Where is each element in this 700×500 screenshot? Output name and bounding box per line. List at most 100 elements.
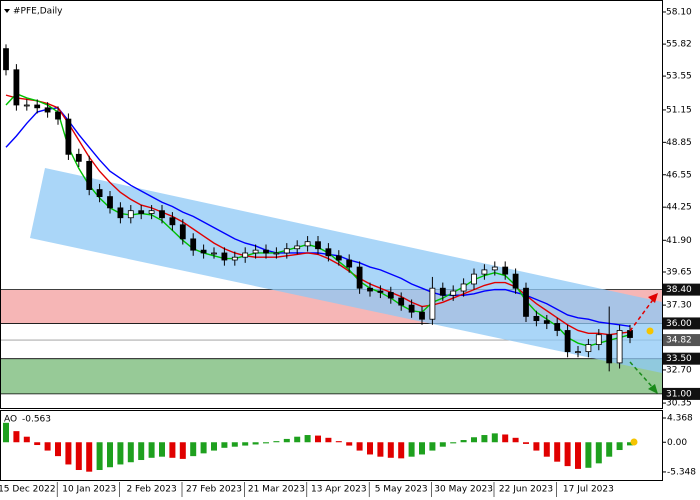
ao-bar bbox=[335, 441, 342, 443]
main-frame bbox=[0, 0, 663, 409]
candle-body bbox=[450, 290, 457, 296]
ao-bar bbox=[575, 442, 581, 469]
candle-body bbox=[543, 320, 550, 324]
candle-body bbox=[242, 252, 249, 258]
y-tick-label: 39.65 bbox=[666, 268, 692, 278]
ao-bar bbox=[55, 442, 61, 457]
candle-body bbox=[377, 290, 384, 293]
up-arrow bbox=[629, 296, 656, 332]
candle-body bbox=[585, 344, 592, 353]
candle-body bbox=[138, 210, 145, 214]
level-label: 34.82 bbox=[666, 336, 692, 346]
candle-body bbox=[616, 330, 623, 364]
ao-bar bbox=[252, 442, 259, 445]
ao-bar bbox=[387, 442, 394, 458]
ao-bar bbox=[200, 442, 207, 454]
candle-body bbox=[564, 330, 571, 353]
candle-body bbox=[190, 238, 197, 251]
candle-body bbox=[346, 259, 353, 268]
ao-bar bbox=[595, 442, 602, 464]
ao-bar bbox=[408, 442, 415, 457]
ao-bar bbox=[169, 442, 176, 458]
candle-body bbox=[387, 292, 394, 299]
candle-body bbox=[575, 351, 581, 354]
candle-body bbox=[398, 297, 405, 306]
candle-body bbox=[367, 287, 373, 292]
y-tick-label: 32.70 bbox=[666, 365, 692, 375]
candle-body bbox=[315, 241, 321, 250]
ao-value: -0.563 bbox=[22, 415, 51, 425]
ao-bar bbox=[533, 442, 540, 451]
candle-body bbox=[55, 111, 61, 120]
ao-bar bbox=[242, 442, 249, 446]
x-tick-label: 17 Jul 2023 bbox=[563, 485, 614, 495]
candle-body bbox=[408, 304, 415, 313]
candle-body bbox=[263, 249, 269, 254]
ao-bar bbox=[231, 442, 238, 447]
ao-bar bbox=[491, 433, 498, 443]
ao-bar bbox=[367, 442, 373, 455]
x-tick-label: 15 Dec 2022 bbox=[0, 485, 56, 495]
candle-body bbox=[75, 153, 82, 162]
ao-bar bbox=[543, 442, 550, 457]
ao-bar bbox=[481, 435, 488, 443]
ao-bar bbox=[356, 442, 363, 451]
candle-body bbox=[335, 255, 342, 261]
ao-bar bbox=[460, 440, 467, 443]
ao-bar bbox=[159, 442, 165, 457]
ao-bar bbox=[450, 442, 457, 444]
candle-body bbox=[419, 311, 425, 320]
ao-bar bbox=[263, 442, 269, 444]
level-label: 31.00 bbox=[666, 389, 692, 399]
x-tick-label: 10 Jan 2023 bbox=[62, 485, 116, 495]
candle-body bbox=[523, 287, 529, 317]
ao-bar bbox=[3, 422, 9, 443]
candle-body bbox=[439, 287, 446, 296]
candle-body bbox=[429, 287, 436, 320]
ao-bar bbox=[502, 434, 509, 443]
candle-body bbox=[200, 249, 207, 254]
y-tick-label: 48.85 bbox=[666, 138, 692, 148]
y-tick-label: 41.90 bbox=[666, 236, 692, 246]
candle-body bbox=[533, 315, 540, 322]
candle-body bbox=[231, 256, 238, 261]
y-tick-label: 46.55 bbox=[666, 170, 692, 180]
front-layer: 58.10 55.82 53.55 51.15 48.85 46.55 44.25 41.90… bbox=[0, 7, 700, 497]
candle-body bbox=[107, 196, 113, 209]
down-arrow bbox=[629, 361, 656, 391]
candle-body bbox=[23, 104, 30, 107]
chart-title: #PFE,Daily bbox=[13, 7, 63, 17]
x-tick-label: 22 Jun 2023 bbox=[499, 485, 553, 495]
candle-body bbox=[627, 330, 633, 338]
ao-bar bbox=[377, 442, 384, 457]
candle-body bbox=[211, 252, 217, 255]
candle-body bbox=[502, 266, 509, 275]
ao-bar bbox=[439, 442, 446, 447]
ao-bar bbox=[44, 442, 51, 451]
candle-body bbox=[179, 224, 186, 240]
candle-body bbox=[294, 245, 301, 250]
ao-bar bbox=[346, 442, 353, 446]
ao-frame bbox=[0, 410, 663, 481]
candle-body bbox=[96, 189, 103, 198]
x-tick-label: 27 Feb 2023 bbox=[186, 485, 242, 495]
candle-body bbox=[3, 48, 9, 71]
down-arrow-head bbox=[648, 384, 658, 394]
ao-bar bbox=[117, 442, 124, 465]
candle-body bbox=[221, 252, 228, 261]
level-label: 38.40 bbox=[666, 285, 692, 295]
ao-bar bbox=[34, 442, 41, 446]
level-box bbox=[663, 387, 700, 400]
y-tick-label: 53.55 bbox=[666, 72, 692, 82]
x-tick-label: 30 May 2023 bbox=[434, 485, 493, 495]
x-tick-label: 21 Mar 2023 bbox=[248, 485, 305, 495]
level-box bbox=[663, 352, 700, 365]
y-tick-label: 58.10 bbox=[666, 7, 692, 17]
candle-body bbox=[606, 334, 613, 364]
ao-bar bbox=[315, 435, 321, 443]
ao-bar bbox=[273, 441, 280, 443]
y-tick-label: 44.25 bbox=[666, 203, 692, 213]
y-tick-label: 37.30 bbox=[666, 301, 692, 311]
candle-body bbox=[127, 210, 134, 219]
ao-bar bbox=[138, 442, 145, 461]
